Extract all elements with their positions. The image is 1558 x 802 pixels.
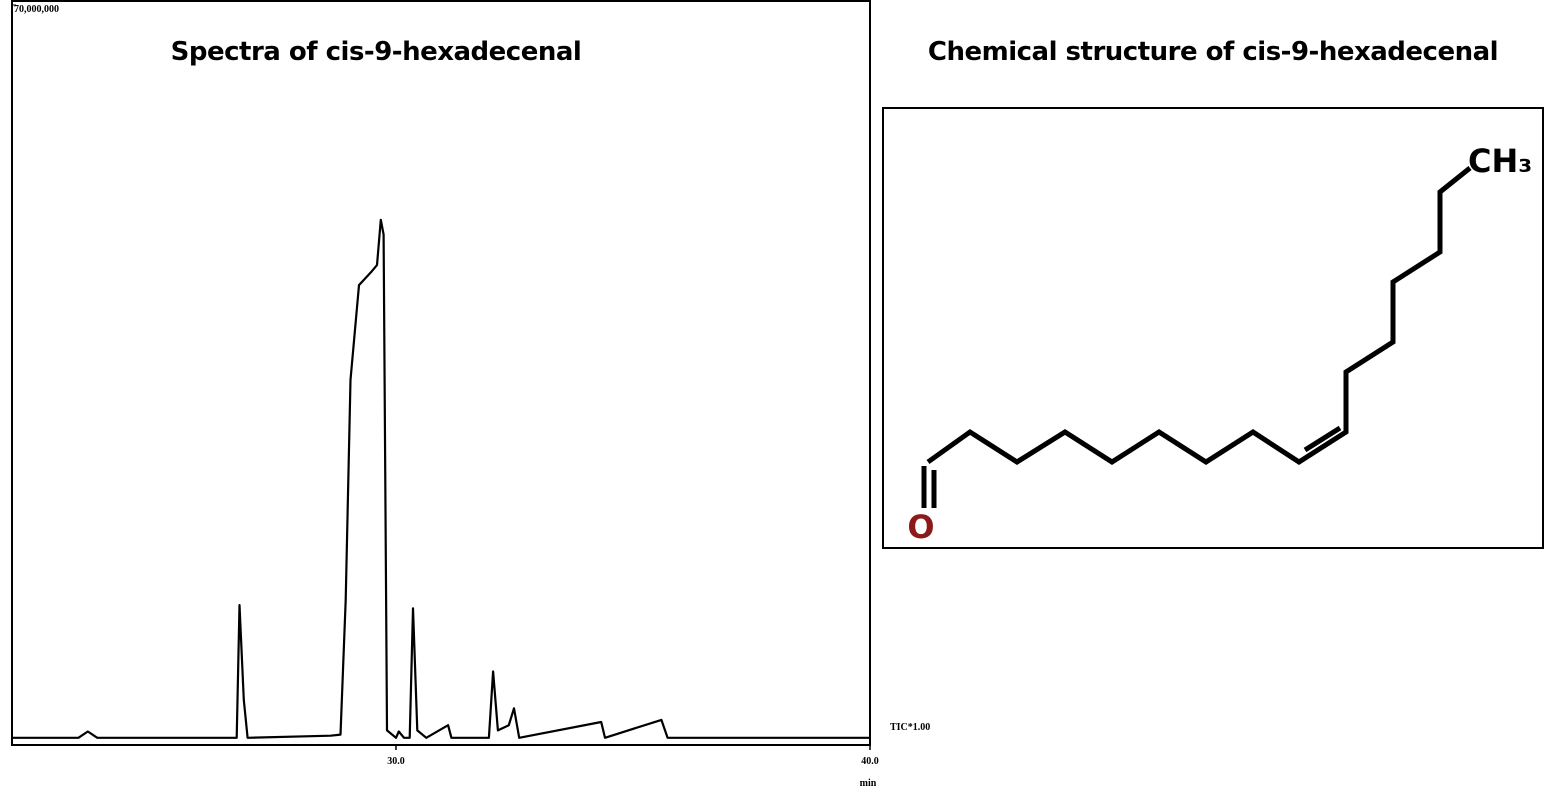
carbon-chain <box>926 166 1472 465</box>
oxygen-label: O <box>907 508 934 546</box>
x-tick-label: 40.0 <box>861 756 879 767</box>
plot-frame <box>11 0 871 746</box>
annotation: TIC*1.00 <box>890 722 930 733</box>
x-axis-label: min <box>860 778 877 789</box>
chromatogram-line <box>12 218 870 739</box>
molecule-bonds <box>921 166 1472 508</box>
structure-frame <box>882 107 1544 549</box>
methyl-label: CH₃ <box>1468 142 1532 180</box>
structure-title: Chemical structure of cis-9-hexadecenal <box>928 37 1498 67</box>
x-tick-label: 30.0 <box>387 756 405 767</box>
y-tick-label: 70,000,000 <box>14 4 59 15</box>
double-bond <box>1303 425 1342 453</box>
chart-title: Spectra of cis-9-hexadecenal <box>171 37 582 67</box>
